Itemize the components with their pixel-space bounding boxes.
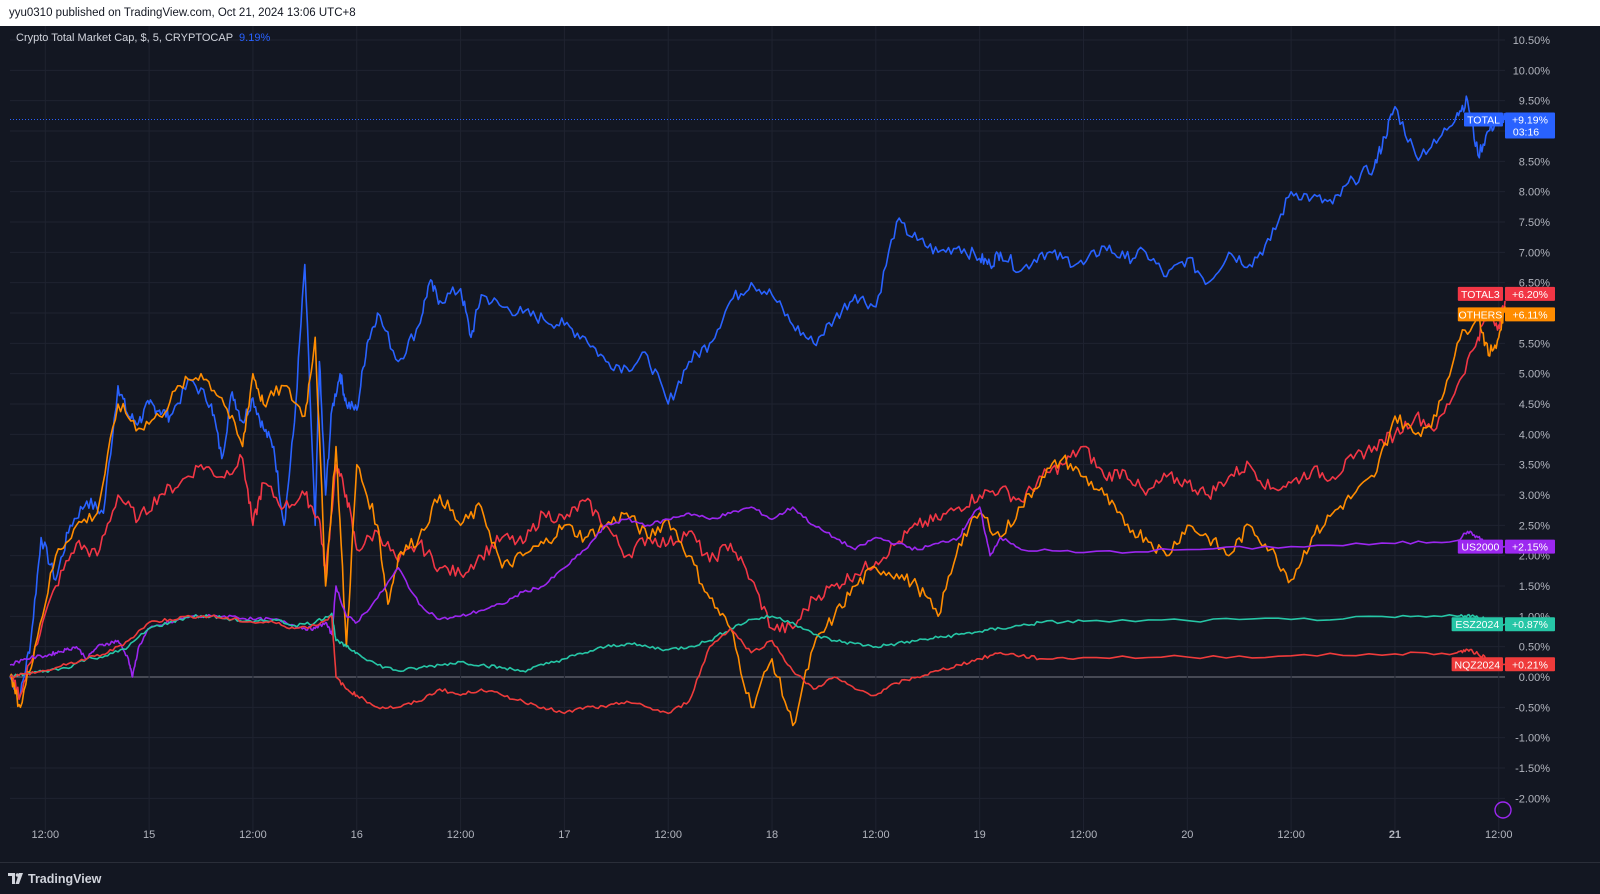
grid: [10, 26, 1505, 834]
y-tick-label: 8.00%: [1519, 187, 1550, 199]
x-tick-label: 19: [974, 829, 986, 841]
x-tick-label: 17: [558, 829, 570, 841]
y-tick-label: 3.00%: [1519, 490, 1550, 502]
y-tick-label: 9.50%: [1519, 96, 1550, 108]
scroll-to-realtime-icon[interactable]: [1494, 801, 1512, 819]
chart-area[interactable]: 10.50%10.00%9.50%9.00%8.50%8.00%7.50%7.0…: [0, 26, 1600, 862]
y-tick-label: -1.00%: [1515, 733, 1550, 745]
legend-change: 9.19%: [239, 32, 271, 44]
y-tick-label: 0.50%: [1519, 642, 1550, 654]
y-tick-label: 7.00%: [1519, 247, 1550, 259]
badge-esz2024[interactable]: ESZ2024 +0.87%: [1451, 617, 1555, 632]
y-tick-label: 10.00%: [1513, 65, 1551, 77]
badge-name: NQZ2024: [1455, 659, 1501, 671]
x-tick-label: 16: [351, 829, 363, 841]
y-tick-label: 5.00%: [1519, 369, 1550, 381]
footer-bar: TradingView: [0, 862, 1600, 894]
series-layer: [9, 95, 1506, 727]
badge-us2000[interactable]: US2000 +2.15%: [1457, 539, 1555, 554]
y-tick-label: -0.50%: [1515, 702, 1550, 714]
badge-value: +6.11%: [1512, 309, 1547, 321]
x-tick-label: 12:00: [239, 829, 267, 841]
badge-value: +0.21%: [1512, 659, 1548, 671]
badge-name: US2000: [1461, 542, 1499, 554]
x-tick-label: 12:00: [1485, 829, 1513, 841]
x-tick-label: 20: [1181, 829, 1193, 841]
series-line-others[interactable]: [9, 306, 1506, 727]
y-tick-label: -2.00%: [1515, 793, 1550, 805]
y-tick-label: -1.50%: [1515, 763, 1550, 775]
y-tick-label: 4.00%: [1519, 429, 1550, 441]
badge-value: +2.15%: [1512, 542, 1548, 554]
x-tick-label: 21: [1389, 829, 1401, 841]
y-tick-label: 0.00%: [1519, 672, 1550, 684]
x-tick-label: 18: [766, 829, 778, 841]
y-tick-label: 2.50%: [1519, 520, 1550, 532]
badge-name: ESZ2024: [1455, 619, 1499, 631]
y-tick-label: 5.50%: [1519, 338, 1550, 350]
price-badges: TOTAL +9.19%03:16 TOTAL3 +6.20% OTHERS +6.11%…: [1451, 112, 1555, 819]
y-tick-label: 1.50%: [1519, 581, 1550, 593]
x-tick-label: 12:00: [32, 829, 60, 841]
x-tick-label: 12:00: [1277, 829, 1305, 841]
series-line-total[interactable]: [9, 95, 1506, 700]
header-bar: yyu0310 published on TradingView.com, Oc…: [0, 0, 1600, 26]
y-tick-label: 6.50%: [1519, 278, 1550, 290]
x-tick-label: 12:00: [447, 829, 475, 841]
tradingview-logo-text[interactable]: TradingView: [28, 872, 102, 886]
badge-name: OTHERS: [1459, 309, 1503, 321]
series-line-us2000[interactable]: [9, 506, 1506, 678]
y-tick-label: 2.00%: [1519, 551, 1550, 563]
y-tick-label: 8.50%: [1519, 156, 1550, 168]
series-line-total3[interactable]: [9, 300, 1506, 701]
badge-total3[interactable]: TOTAL3 +6.20%: [1457, 286, 1555, 301]
y-tick-label: 10.50%: [1513, 35, 1551, 47]
publish-info: yyu0310 published on TradingView.com, Oc…: [9, 7, 356, 19]
y-tick-label: 3.50%: [1519, 460, 1550, 472]
badge-name: TOTAL3: [1461, 289, 1500, 301]
x-axis: 12:00 15 12:00 16 12:00 17 12:00 18 12:00 19 12:00…: [32, 829, 1513, 841]
badge-others[interactable]: OTHERS +6.11%: [1457, 307, 1555, 322]
y-tick-label: 7.50%: [1519, 217, 1550, 229]
y-tick-label: 4.50%: [1519, 399, 1550, 411]
badge-name: TOTAL: [1467, 114, 1500, 126]
badge-value: +6.20%: [1512, 289, 1548, 301]
series-line-nqz2024[interactable]: [9, 614, 1506, 715]
legend-symbol: Crypto Total Market Cap, $, 5, CRYPTOCAP: [16, 32, 234, 44]
badge-value: +0.87%: [1512, 619, 1548, 631]
badge-countdown: 03:16: [1513, 126, 1539, 138]
x-tick-label: 12:00: [654, 829, 682, 841]
x-tick-label: 12:00: [862, 829, 890, 841]
badge-nqz2024[interactable]: NQZ2024 +0.21%: [1451, 657, 1555, 672]
badge-total[interactable]: TOTAL +9.19%03:16: [1464, 112, 1555, 139]
x-tick-label: 15: [143, 829, 155, 841]
x-tick-label: 12:00: [1070, 829, 1098, 841]
y-axis: 10.50%10.00%9.50%9.00%8.50%8.00%7.50%7.0…: [1513, 35, 1551, 805]
tradingview-logo-icon[interactable]: [8, 873, 26, 884]
chart-legend[interactable]: Crypto Total Market Cap, $, 5, CRYPTOCAP…: [16, 32, 270, 44]
badge-value: +9.19%: [1512, 114, 1548, 126]
series-line-esz2024[interactable]: [9, 612, 1506, 679]
